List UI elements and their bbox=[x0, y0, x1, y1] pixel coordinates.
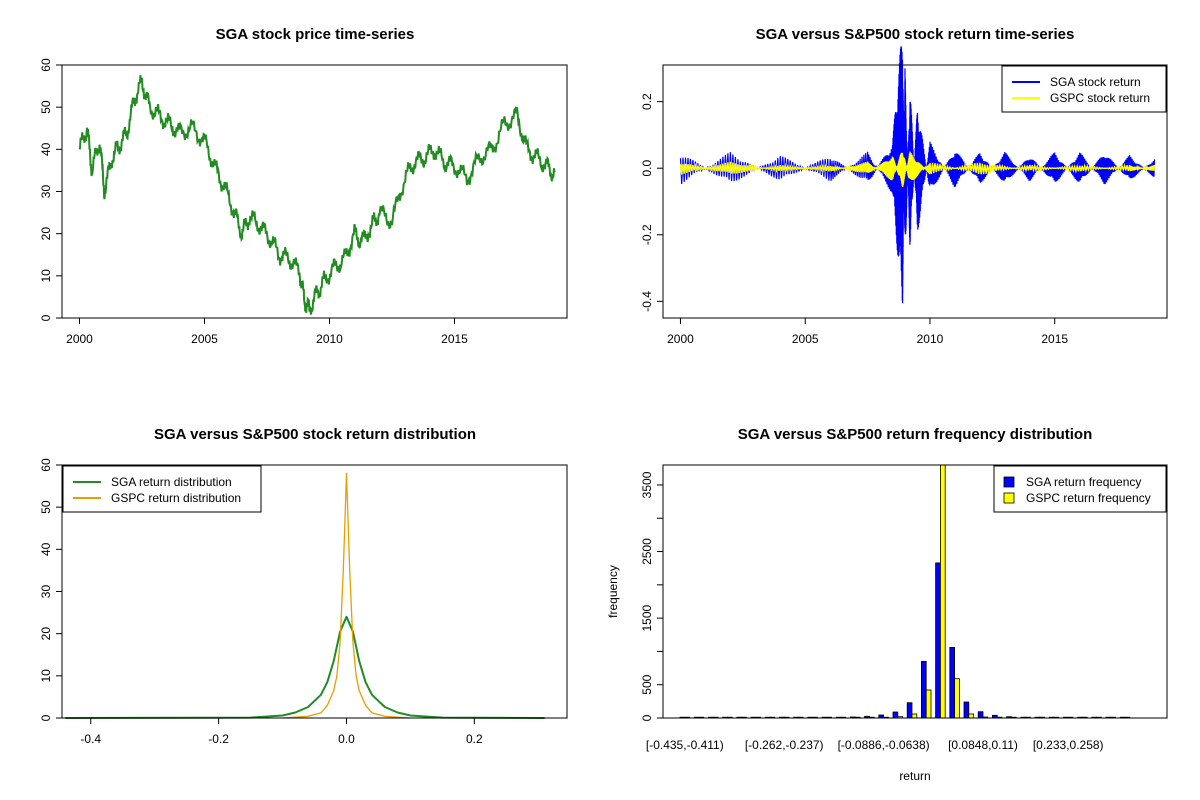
x-tick-label: 2000 bbox=[667, 332, 694, 346]
x-tick-label: 2005 bbox=[792, 332, 819, 346]
legend-label-sga: SGA return distribution bbox=[111, 475, 232, 489]
legend-label-sga: SGA stock return bbox=[1050, 75, 1141, 89]
legend: SGA return distribution GSPC return distr… bbox=[62, 465, 262, 513]
plot-frame bbox=[662, 64, 1168, 319]
legend: SGA stock return GSPC stock return bbox=[1001, 65, 1167, 113]
x-tick-label: 0.2 bbox=[466, 732, 483, 746]
y-tick-label: 20 bbox=[39, 227, 53, 241]
legend-swatch-gspc bbox=[1003, 492, 1015, 504]
x-tick-label: 2010 bbox=[316, 332, 343, 346]
y-tick-label: 0 bbox=[640, 714, 654, 721]
y-tick-label: 10 bbox=[39, 669, 53, 683]
y-tick-label: 0.2 bbox=[640, 93, 654, 110]
y-tick-label: 40 bbox=[39, 542, 53, 556]
legend-label-gspc: GSPC return distribution bbox=[111, 491, 241, 505]
bar-gspc bbox=[968, 713, 974, 719]
series-line-sga-density bbox=[65, 615, 545, 719]
bar-sga bbox=[977, 711, 984, 719]
y-tick-label: 40 bbox=[39, 142, 53, 156]
y-tick-label: 1500 bbox=[640, 604, 654, 631]
chart-title: SGA versus S&P500 stock return distribut… bbox=[154, 426, 476, 443]
chart-title: SGA versus S&P500 stock return time-seri… bbox=[756, 26, 1075, 43]
chart-1: SGA stock price time-series 0 10 20 30 40 50 60… bbox=[39, 26, 568, 346]
chart-title: SGA versus S&P500 return frequency distr… bbox=[738, 426, 1093, 443]
x-tick-label: [-0.262,-0.237) bbox=[745, 738, 824, 752]
y-tick-label: 2500 bbox=[640, 538, 654, 565]
y-tick-label: 0 bbox=[39, 714, 53, 721]
legend-label-gspc: GSPC return frequency bbox=[1026, 491, 1151, 505]
series-line-sga-price bbox=[78, 75, 556, 315]
legend-label-gspc: GSPC stock return bbox=[1050, 91, 1150, 105]
chart-2: SGA versus S&P500 stock return time-seri… bbox=[640, 26, 1168, 346]
x-tick-label: [0.233,0.258) bbox=[1033, 738, 1104, 752]
x-tick-label: 0.0 bbox=[338, 732, 355, 746]
series-line-gspc-return bbox=[679, 151, 1156, 188]
y-tick-label: 10 bbox=[39, 269, 53, 283]
x-tick-label: [-0.435,-0.411) bbox=[646, 738, 724, 752]
x-tick-label: -0.4 bbox=[80, 732, 101, 746]
y-tick-label: -0.2 bbox=[640, 224, 654, 245]
x-tick-label: 2010 bbox=[917, 332, 944, 346]
x-tick-label: -0.2 bbox=[208, 732, 229, 746]
legend-label-sga: SGA return frequency bbox=[1026, 475, 1141, 489]
y-tick-label: 50 bbox=[39, 100, 53, 114]
y-tick-label: 0.0 bbox=[640, 160, 654, 177]
chart-3: SGA versus S&P500 stock return distribut… bbox=[39, 426, 568, 746]
y-axis-label: frequency bbox=[606, 565, 620, 618]
series-line-gspc-density bbox=[282, 472, 411, 719]
bar-gspc bbox=[925, 689, 932, 719]
x-tick-label: 2000 bbox=[66, 332, 93, 346]
y-tick-label: -0.4 bbox=[640, 291, 654, 312]
legend: SGA return frequency GSPC return frequenc… bbox=[993, 465, 1167, 513]
x-tick-label: [0.0848,0.11) bbox=[948, 738, 1018, 752]
legend-box bbox=[62, 465, 262, 513]
bar-sga bbox=[921, 661, 927, 719]
y-tick-label: 60 bbox=[39, 458, 53, 472]
y-tick-label: 3500 bbox=[640, 471, 654, 498]
y-tick-label: 50 bbox=[39, 500, 53, 514]
bar-sga bbox=[892, 711, 899, 719]
y-tick-label: 500 bbox=[640, 674, 654, 694]
y-tick-label: 60 bbox=[39, 58, 53, 72]
legend-swatch-sga bbox=[1003, 476, 1015, 488]
x-tick-label: [-0.0886,-0.0638) bbox=[838, 738, 930, 752]
y-tick-label: 30 bbox=[39, 585, 53, 599]
x-axis-label: return bbox=[899, 769, 930, 783]
y-tick-label: 0 bbox=[39, 314, 53, 321]
bar-gspc bbox=[954, 678, 960, 719]
bar-sga bbox=[906, 702, 913, 719]
plot-frame bbox=[662, 464, 1168, 719]
x-tick-label: 2015 bbox=[441, 332, 468, 346]
bar-gspc bbox=[911, 713, 918, 719]
legend-box bbox=[1001, 65, 1167, 113]
legend-box bbox=[993, 465, 1167, 513]
x-tick-label: 2005 bbox=[191, 332, 218, 346]
bar-sga bbox=[963, 701, 970, 719]
chart-title: SGA stock price time-series bbox=[216, 26, 415, 43]
bar-gspc bbox=[940, 464, 946, 719]
y-tick-label: 20 bbox=[39, 627, 53, 641]
y-tick-label: 30 bbox=[39, 185, 53, 199]
chart-4: SGA versus S&P500 return frequency distr… bbox=[606, 426, 1168, 783]
plot-frame bbox=[61, 64, 568, 319]
x-tick-label: 2015 bbox=[1041, 332, 1068, 346]
bar-sga bbox=[935, 562, 941, 719]
bar-sga bbox=[949, 647, 955, 719]
